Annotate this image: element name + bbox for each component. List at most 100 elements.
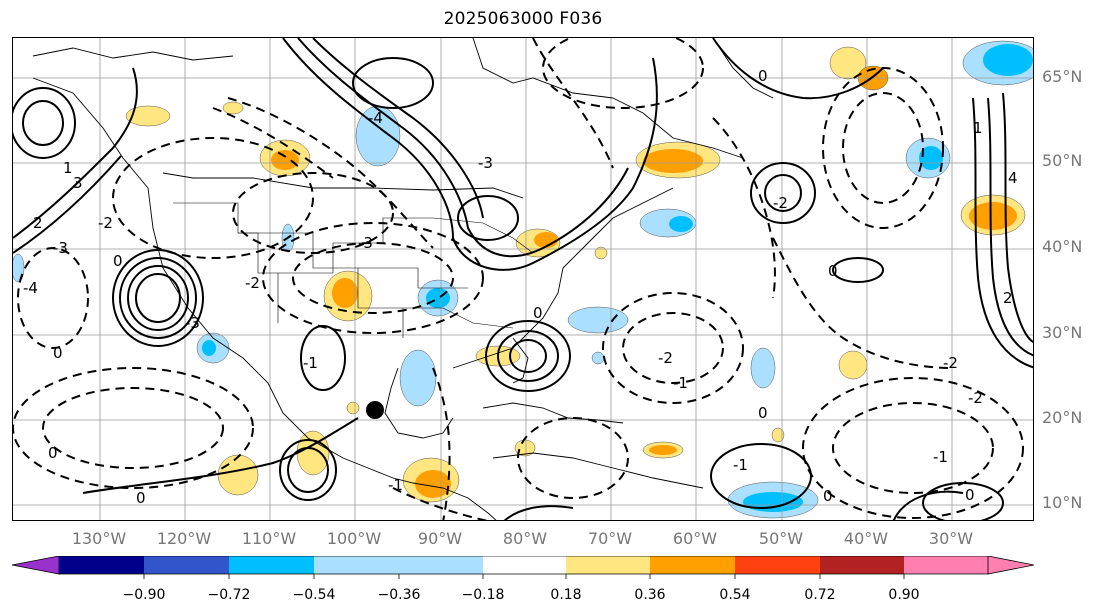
positive-anomaly: [125, 105, 171, 127]
solid-contours: [13, 38, 1033, 520]
lat-label-30n: 30°N: [1042, 323, 1083, 342]
lat-label-65n: 65°N: [1042, 67, 1083, 86]
colorbar-segment: [314, 556, 399, 574]
colorbar-tick-label: 0.90: [888, 587, 920, 603]
gridlines: [13, 38, 1033, 520]
lon-label: 50°W: [758, 529, 804, 548]
contour-label: -1: [933, 448, 948, 466]
lon-label: 60°W: [672, 529, 718, 548]
contour-label: -2: [773, 194, 788, 212]
lon-label: 120°W: [156, 529, 212, 548]
colorbar-extend-high: [987, 556, 1035, 575]
lat-label-50n: 50°N: [1042, 151, 1083, 170]
negative-anomaly: [750, 347, 776, 389]
negative-anomaly-core: [919, 146, 943, 170]
negative-anomaly: [591, 351, 605, 365]
contour-label: 0: [136, 489, 146, 507]
positive-anomaly: [346, 401, 360, 415]
contour-label: -2: [658, 349, 673, 367]
negative-anomaly-core: [743, 492, 803, 512]
positive-anomaly: [771, 427, 785, 443]
negative-anomaly-core: [983, 44, 1033, 76]
contour-label: 0: [823, 487, 833, 505]
contour-label: 2: [1003, 289, 1013, 307]
lon-label: 90°W: [417, 529, 463, 548]
state-borders: [173, 202, 534, 338]
positive-anomaly-core: [649, 445, 677, 455]
contour-label: -1: [733, 456, 748, 474]
contour-label: -3: [358, 234, 373, 252]
lat-label-40n: 40°N: [1042, 237, 1083, 256]
lon-label: 30°W: [928, 529, 974, 548]
colorbar-segment: [735, 556, 820, 574]
map-panel: 0 0 0 0 0 0 0 0 0 0 -1 -1 -1 -1 -1 -2 -2…: [12, 37, 1034, 521]
colorbar-tick-label: 0.72: [804, 587, 836, 603]
shaded-anomalies: [13, 40, 1033, 519]
contour-label: 0: [828, 262, 838, 280]
contour-label: -2: [98, 214, 113, 232]
colorbar-tick-label: 0.54: [719, 587, 751, 603]
negative-anomaly-core: [202, 340, 216, 356]
contour-label: -4: [368, 109, 383, 127]
colorbar-tick-label: −0.72: [207, 587, 251, 603]
contour-label: 0: [965, 486, 975, 504]
lon-label: 70°W: [587, 529, 633, 548]
positive-anomaly: [222, 101, 244, 115]
positive-anomaly-core: [332, 278, 358, 308]
contour-label: 0: [533, 304, 543, 322]
lat-label-20n: 20°N: [1042, 408, 1083, 427]
positive-anomaly: [838, 350, 868, 380]
contour-label: -3: [478, 154, 493, 172]
negative-anomaly: [13, 253, 25, 283]
colorbar-extend-low: [11, 556, 60, 575]
lon-label: 100°W: [326, 529, 382, 548]
colorbar-tick-label: −0.90: [122, 587, 166, 603]
contour-label: -1: [388, 476, 403, 494]
contour-label: -2: [943, 354, 958, 372]
colorbar-tick-label: −0.36: [377, 587, 421, 603]
colorbar-segment: [904, 556, 988, 574]
colorbar-segment: [566, 556, 650, 574]
negative-anomaly-core: [669, 216, 693, 232]
contour-label: 0: [48, 444, 58, 462]
contour-label: 4: [1008, 169, 1018, 187]
positive-anomaly-core: [415, 470, 451, 498]
contour-label: -1: [303, 354, 318, 372]
colorbar-segment: [59, 556, 144, 574]
colorbar-segment: [399, 556, 483, 574]
contour-label: -4: [23, 279, 38, 297]
colorbar-segment: [229, 556, 314, 574]
contour-label: 0: [758, 67, 768, 85]
contour-label: -3: [185, 314, 200, 332]
lon-label: 80°W: [502, 529, 548, 548]
contour-label: 0: [758, 404, 768, 422]
colorbar: [11, 556, 1035, 579]
contour-label: 0: [53, 344, 63, 362]
contour-labels: 0 0 0 0 0 0 0 0 0 0 -1 -1 -1 -1 -1 -2 -2…: [23, 67, 1018, 507]
lon-label: 110°W: [241, 529, 297, 548]
lat-label-10n: 10°N: [1042, 493, 1083, 512]
contour-label: 1: [63, 159, 73, 177]
colorbar-tick-label: −0.18: [461, 587, 505, 603]
positive-anomaly: [829, 46, 867, 80]
colorbar-tick-label: −0.54: [292, 587, 336, 603]
positive-anomaly-core: [271, 150, 299, 170]
negative-anomaly: [567, 306, 629, 334]
colorbar-tick-label: 0.36: [634, 587, 666, 603]
colorbar-segment: [650, 556, 735, 574]
colorbar-segment: [483, 556, 566, 574]
map-title: 2025063000 F036: [443, 9, 603, 29]
positive-anomaly-core: [643, 149, 703, 173]
positive-anomaly: [217, 454, 259, 496]
negative-anomaly: [399, 349, 437, 407]
lon-label: 40°W: [843, 529, 889, 548]
contour-label: -2: [968, 389, 983, 407]
dashed-contours: [13, 38, 1024, 520]
contour-label: -3: [53, 239, 68, 257]
contour-label: 3: [73, 174, 83, 192]
colorbar-tick-label: 0.18: [550, 587, 582, 603]
contour-label: 0: [113, 252, 123, 270]
contour-label: 1: [973, 119, 983, 137]
colorbar-segment: [144, 556, 229, 574]
colorbar-segment: [820, 556, 904, 574]
